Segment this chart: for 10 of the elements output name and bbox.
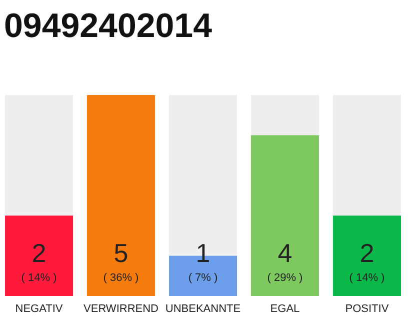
data-label: 2 ( 14% ) [21,238,57,284]
data-label: 4 ( 29% ) [267,238,303,284]
x-tick-label: UNBEKANNTE [165,303,241,315]
data-label: 2 ( 14% ) [349,238,385,284]
x-tick-label: POSITIV [345,303,390,315]
chart-title: 09492402014 [4,7,212,45]
x-tick-label: EGAL [270,303,300,315]
x-tick-label: NEGATIV [15,303,64,315]
x-tick-label: VERWIRREND [84,303,159,315]
data-label: 5 ( 36% ) [103,238,139,284]
